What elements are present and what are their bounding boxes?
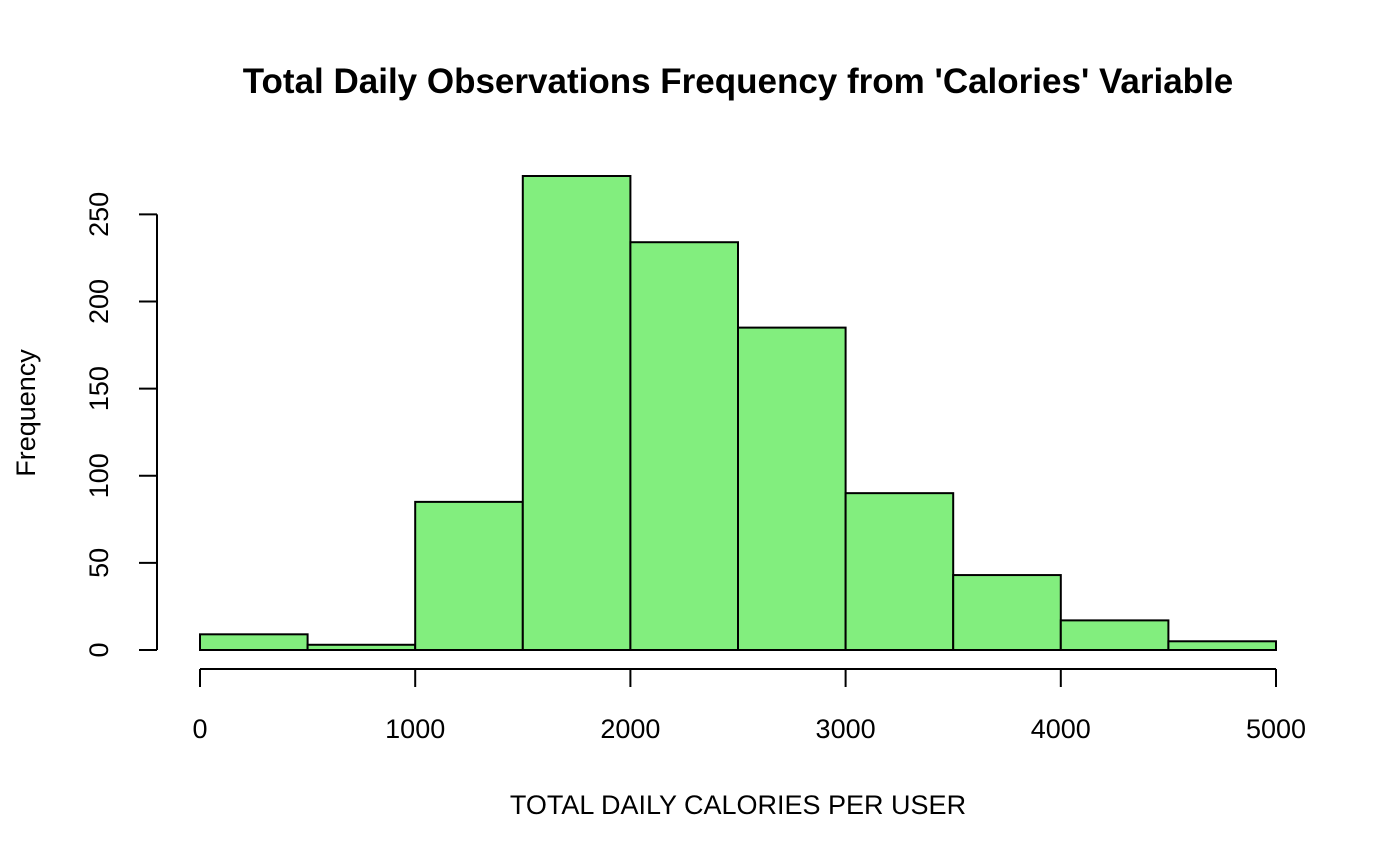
histogram-bar xyxy=(1167,640,1278,651)
histogram-bar xyxy=(952,574,1062,651)
histogram-bar xyxy=(521,175,632,651)
y-tick-label: 0 xyxy=(84,642,114,657)
bars-group xyxy=(199,175,1278,652)
histogram-bar xyxy=(844,492,955,652)
histogram-bar xyxy=(629,241,740,651)
histogram-bar xyxy=(414,500,524,651)
x-axis-label: TOTAL DAILY CALORIES PER USER xyxy=(510,790,966,820)
histogram-bar xyxy=(306,643,417,651)
histogram-bar xyxy=(199,633,309,651)
histogram-bar xyxy=(737,326,847,651)
x-tick-label: 5000 xyxy=(1246,714,1306,744)
x-tick-label: 1000 xyxy=(385,714,445,744)
y-axis: 0 50 100 150 200 250 xyxy=(84,192,158,658)
histogram-bar xyxy=(1059,619,1170,651)
x-tick-label: 4000 xyxy=(1031,714,1091,744)
y-tick-label: 50 xyxy=(84,548,114,578)
y-tick-label: 200 xyxy=(84,279,114,324)
y-tick-label: 250 xyxy=(84,192,114,237)
y-tick-label: 100 xyxy=(84,453,114,498)
x-tick-label: 0 xyxy=(192,714,207,744)
x-tick-label: 3000 xyxy=(816,714,876,744)
y-tick-label: 150 xyxy=(84,366,114,411)
y-axis-label: Frequency xyxy=(11,349,41,477)
chart-title: Total Daily Observations Frequency from … xyxy=(243,62,1234,101)
x-tick-label: 2000 xyxy=(600,714,660,744)
x-axis: 0 1000 2000 3000 4000 5000 xyxy=(192,668,1306,744)
